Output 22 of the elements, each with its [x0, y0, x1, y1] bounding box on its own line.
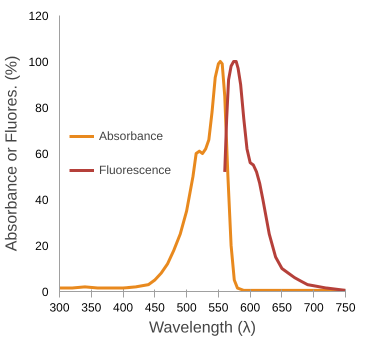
x-tick-label: 350	[81, 300, 102, 314]
y-tick-label: 60	[35, 147, 49, 161]
y-tick-label: 40	[35, 193, 49, 207]
legend-label: Fluorescence	[99, 163, 172, 177]
y-axis-title: Absorbance or Fluores. (%)	[3, 56, 20, 252]
x-tick-label: 400	[113, 300, 134, 314]
y-tick-label: 20	[35, 239, 49, 253]
y-tick-label: 120	[28, 9, 49, 23]
y-tick-label: 80	[35, 101, 49, 115]
x-tick-label: 700	[304, 300, 324, 314]
y-tick-label: 0	[42, 285, 49, 299]
x-tick-label: 550	[208, 300, 229, 314]
x-tick-label: 450	[144, 300, 166, 314]
x-tick-label: 500	[176, 300, 197, 314]
x-tick-label: 600	[240, 300, 261, 314]
x-tick-label: 750	[335, 300, 356, 314]
x-tick-label: 650	[272, 300, 292, 314]
y-tick-label: 100	[28, 55, 49, 69]
x-axis-title: Wavelength (λ)	[149, 320, 256, 336]
x-tick-label: 300	[49, 300, 70, 314]
legend-label: Absorbance	[99, 129, 164, 143]
line-series	[223, 60, 346, 292]
